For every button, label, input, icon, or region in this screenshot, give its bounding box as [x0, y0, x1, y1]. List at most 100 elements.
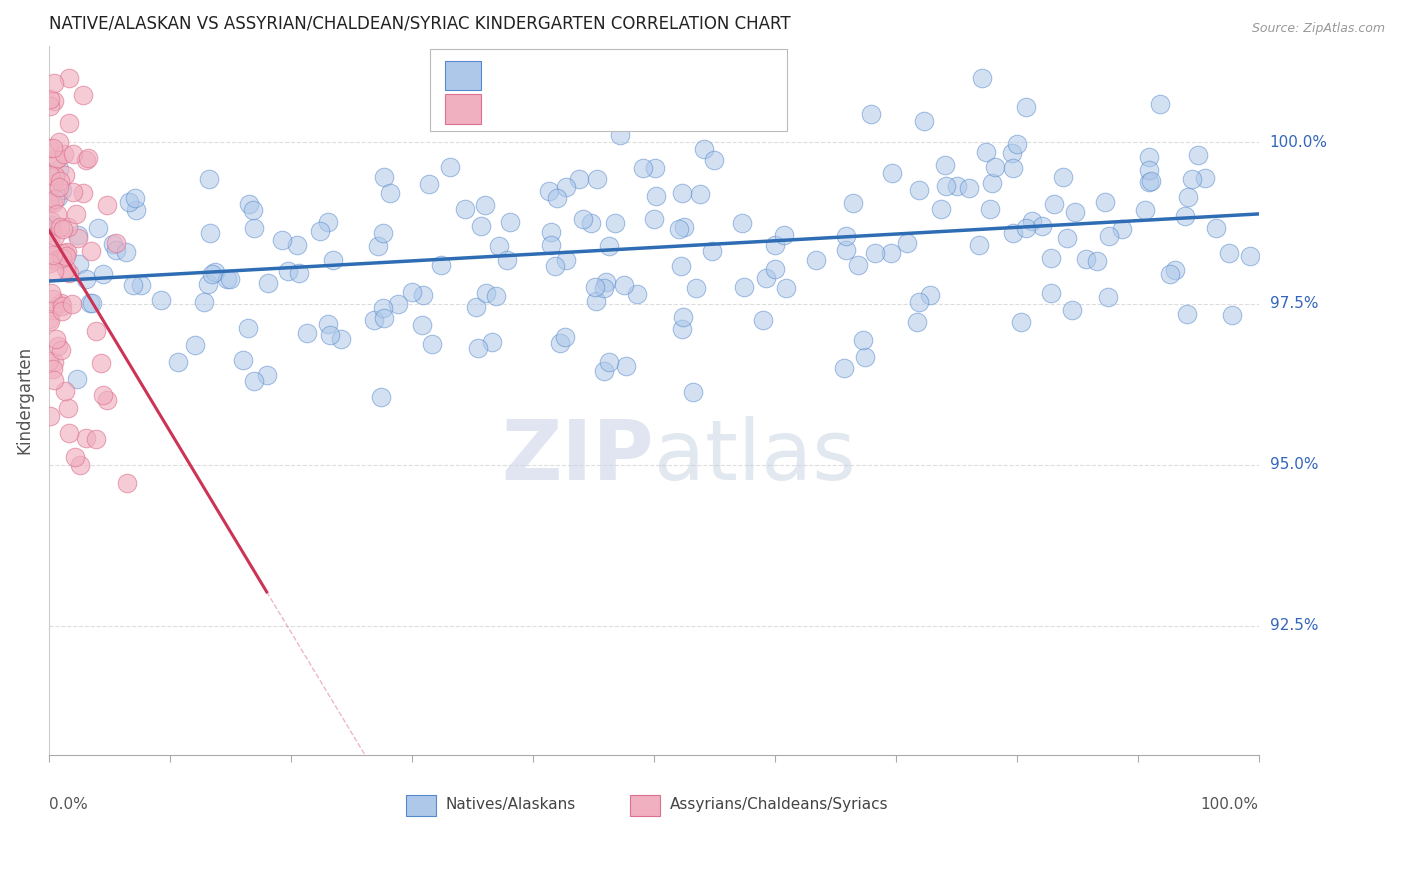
Point: [197, 277, 219, 291]
Y-axis label: Kindergarten: Kindergarten: [15, 346, 32, 454]
Point: [1042, 197, 1064, 211]
Point: [1137, 163, 1160, 178]
Point: [616, 359, 638, 374]
Text: 92.5%: 92.5%: [1270, 618, 1319, 633]
Point: [370, 390, 392, 404]
Point: [118, 194, 141, 209]
Point: [52, 222, 75, 236]
Point: [609, 128, 631, 142]
Point: [669, 260, 692, 274]
Point: [242, 202, 264, 217]
Point: [257, 276, 280, 290]
Point: [401, 285, 423, 299]
Point: [75, 272, 97, 286]
Point: [48, 136, 70, 150]
Text: 196: 196: [696, 66, 728, 84]
Point: [593, 364, 616, 378]
Point: [967, 237, 990, 252]
Point: [60, 297, 83, 311]
Point: [775, 280, 797, 294]
Point: [583, 279, 606, 293]
Point: [1015, 220, 1038, 235]
Point: [979, 202, 1001, 217]
Point: [689, 187, 711, 202]
Point: [548, 336, 571, 351]
Point: [44, 228, 66, 243]
Text: -0.298: -0.298: [547, 99, 613, 117]
Point: [957, 181, 980, 195]
Point: [66, 231, 89, 245]
Point: [87, 220, 110, 235]
Point: [935, 178, 957, 193]
Point: [39, 252, 62, 267]
Point: [316, 317, 339, 331]
Point: [49, 174, 72, 188]
Point: [38, 168, 60, 182]
Point: [631, 161, 654, 175]
Point: [129, 278, 152, 293]
Point: [218, 272, 240, 286]
Point: [55, 262, 77, 277]
Point: [90, 356, 112, 370]
Text: 100.0%: 100.0%: [1270, 135, 1327, 150]
Point: [48, 180, 70, 194]
Point: [896, 236, 918, 251]
Point: [412, 287, 434, 301]
Point: [46, 152, 69, 166]
Point: [1021, 214, 1043, 228]
Point: [851, 333, 873, 347]
Point: [58, 266, 80, 280]
Point: [44, 373, 66, 387]
Point: [730, 216, 752, 230]
Point: [270, 233, 292, 247]
Point: [75, 153, 97, 168]
Point: [972, 70, 994, 85]
Point: [1064, 204, 1087, 219]
Point: [75, 431, 97, 445]
Point: [46, 207, 69, 221]
Point: [1056, 230, 1078, 244]
Point: [672, 310, 695, 325]
Point: [842, 196, 865, 211]
Point: [1094, 194, 1116, 209]
Point: [373, 311, 395, 326]
Point: [56, 401, 79, 416]
Text: 100.0%: 100.0%: [1201, 797, 1258, 813]
Point: [544, 260, 567, 274]
Point: [540, 237, 562, 252]
Point: [80, 295, 103, 310]
Text: 95.0%: 95.0%: [1270, 458, 1319, 472]
Text: atlas: atlas: [654, 417, 855, 498]
Point: [598, 354, 620, 368]
Point: [38, 99, 60, 113]
Point: [56, 245, 79, 260]
Point: [46, 190, 69, 204]
Point: [585, 171, 607, 186]
Point: [38, 225, 60, 239]
Point: [45, 332, 67, 346]
Point: [733, 280, 755, 294]
Point: [1187, 148, 1209, 162]
Point: [430, 258, 453, 272]
Point: [908, 295, 931, 310]
Point: [613, 278, 636, 293]
Point: [1137, 175, 1160, 189]
Point: [1001, 227, 1024, 241]
Point: [295, 326, 318, 340]
Point: [1149, 96, 1171, 111]
Point: [67, 257, 90, 271]
Point: [309, 224, 332, 238]
Text: ZIP: ZIP: [502, 417, 654, 498]
Point: [568, 172, 591, 186]
Point: [572, 211, 595, 226]
Point: [467, 341, 489, 355]
Point: [238, 197, 260, 211]
Point: [1181, 171, 1204, 186]
Point: [1039, 285, 1062, 300]
Point: [51, 183, 73, 197]
Point: [671, 322, 693, 336]
Point: [65, 207, 87, 221]
Point: [1205, 221, 1227, 235]
Point: [243, 220, 266, 235]
FancyBboxPatch shape: [430, 49, 787, 131]
